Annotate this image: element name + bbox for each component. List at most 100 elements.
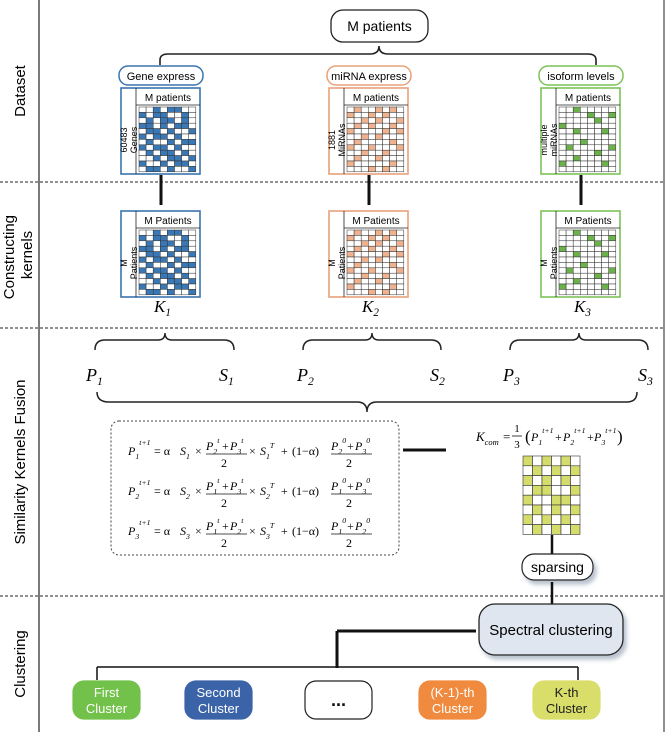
kernel-matrix-1-cell <box>174 229 182 236</box>
data-matrix-1-cell <box>160 128 168 135</box>
data-matrix-1-cell <box>160 106 168 113</box>
data-matrix-2-cell <box>346 128 355 135</box>
dataset-tag-1 <box>118 65 204 86</box>
data-matrix-1-cell <box>138 160 147 167</box>
kcom-den: 3 <box>514 439 520 451</box>
kernel-matrix-1-col-label: M Patients <box>144 216 191 227</box>
cluster-node-5 <box>532 680 601 720</box>
data-matrix-2-cell <box>375 155 383 162</box>
kernel-matrix-3-cell <box>572 283 581 290</box>
data-matrix-1-row-label: 60483Genes <box>119 126 139 153</box>
kcom-plus2: + <box>587 430 594 444</box>
dataset-1: Gene express M patients 60483Genes M Patien… <box>118 65 204 319</box>
data-matrix-2-cell <box>368 139 376 146</box>
kcom-equals: = <box>503 429 510 444</box>
data-matrix-3-cell <box>558 128 567 135</box>
data-matrix-2-cell <box>353 166 362 173</box>
kernel-matrix-1-cell <box>174 240 182 247</box>
pair-p-1: P1 <box>85 365 103 388</box>
kernel-matrix-2-cell <box>346 262 355 269</box>
kernel-matrix-2-cell <box>360 283 369 290</box>
data-matrix-2-cell <box>389 149 397 156</box>
data-matrix-2-cell <box>389 160 397 167</box>
kernel-matrix-2-cell <box>368 283 376 290</box>
kernel-matrix-1-cell <box>188 240 197 247</box>
kernel-matrix-3-cell <box>558 256 567 263</box>
data-matrix-2-cell <box>396 155 405 162</box>
kernel-matrix-3-cell <box>558 289 567 296</box>
data-matrix-3-cell <box>594 144 602 151</box>
kernel-matrix-1-cell <box>152 229 161 236</box>
kernel-matrix-1-cell <box>145 283 154 290</box>
kernel-matrix-2-cell <box>353 272 362 279</box>
kcom-cell <box>560 455 571 467</box>
datasets-layer: Gene express M patients 60483Genes M Patien… <box>118 65 624 319</box>
kernel-matrix-1-cell <box>181 272 189 279</box>
kernel-matrix-3-cell <box>558 251 567 258</box>
kcom-p2: P2t+1 <box>562 426 586 447</box>
data-matrix-2-cell <box>382 133 390 140</box>
kcom-plus1: + <box>555 430 562 444</box>
eq-frac2-b: P30 <box>354 436 370 456</box>
data-matrix-1-cell <box>181 155 189 162</box>
cluster-label-line2-4: Cluster <box>432 701 474 716</box>
data-matrix-2-cell <box>389 122 397 129</box>
data-matrix-3-cell <box>572 149 581 156</box>
eq-frac2-den: 2 <box>346 496 352 510</box>
data-matrix-1-cell <box>138 117 147 124</box>
data-matrix-1-cell <box>174 117 182 124</box>
eq-s: S3 <box>180 524 190 541</box>
kernel-matrix-1-cell <box>152 245 161 252</box>
kernel-matrix-1-cell <box>160 267 168 274</box>
kernel-matrix-2-cell <box>375 235 383 242</box>
eq-frac1-den: 2 <box>221 536 227 550</box>
data-matrix-2-cell <box>353 122 362 129</box>
data-matrix-3-cell <box>608 112 617 119</box>
data-matrix-3-row-label-line2: miRNAs <box>549 123 559 156</box>
kernel-label-2: K2 <box>361 297 379 319</box>
eq-times2: × <box>249 484 256 498</box>
data-matrix-2-cell <box>396 122 405 129</box>
data-matrix-3-cell <box>565 144 574 151</box>
kernel-matrix-1-cell <box>167 256 175 263</box>
kernel-matrix-2-cell <box>368 235 376 242</box>
kcom-cell <box>570 524 581 535</box>
kcom-cell <box>541 465 552 476</box>
data-matrix-1-cell <box>145 166 154 173</box>
data-matrix-1-cell <box>145 139 154 146</box>
data-matrix-3-cell <box>587 160 595 167</box>
kernel-matrix-3-cell <box>601 278 609 285</box>
kernel-matrix-1-cell <box>174 256 182 263</box>
data-matrix-3-cell <box>580 149 588 156</box>
data-matrix-1-row-label-line2: Genes <box>129 126 139 153</box>
kernel-matrix-2-cell <box>360 262 369 269</box>
data-matrix-2-cell <box>360 112 369 119</box>
data-matrix-3-cell <box>565 122 574 129</box>
data-matrix-1-cell <box>188 117 197 124</box>
data-matrix-2-cell <box>360 139 369 146</box>
data-matrix-3-cell <box>572 160 581 167</box>
data-matrix-1-cell <box>188 160 197 167</box>
data-matrix-1-cell <box>174 160 182 167</box>
data-matrix-2-cell <box>396 139 405 146</box>
kernel-matrix-2-cell <box>396 267 405 274</box>
kernel-matrix-2-cell <box>389 256 397 263</box>
kernel-matrix-1-cell <box>181 267 189 274</box>
kcom-cell <box>522 455 533 467</box>
kernel-matrix-1-cell <box>167 251 175 258</box>
kernel-matrix-2-cell <box>353 245 362 252</box>
data-matrix-3-cell <box>580 117 588 124</box>
section-label-dataset: Dataset <box>12 64 29 117</box>
cluster-label-line1-2: Second <box>196 685 240 700</box>
data-matrix-3-cell <box>601 128 609 135</box>
kernel-matrix-2-cell <box>382 262 390 269</box>
data-matrix-3-cell <box>594 117 602 124</box>
section-label-constructing-line2: kernels <box>19 231 36 279</box>
kernel-matrix-2-cell <box>346 267 355 274</box>
kernel-matrix-2-cell <box>375 267 383 274</box>
eq-frac2-b: P20 <box>354 516 370 536</box>
kernel-matrix-2-cell <box>360 245 369 252</box>
data-matrix-1-cell <box>181 144 189 151</box>
kernel-matrix-2-cell <box>396 229 405 236</box>
